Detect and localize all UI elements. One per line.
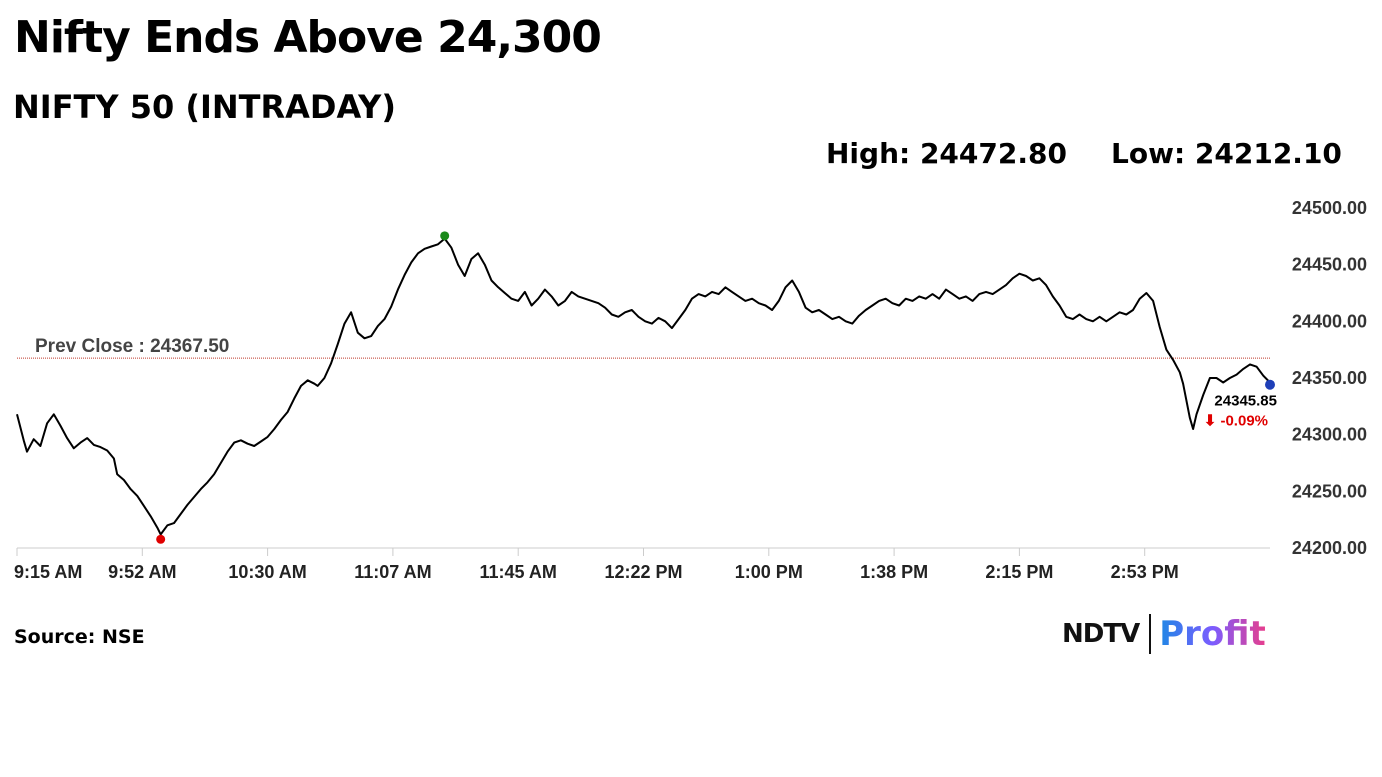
x-tick-label: 11:07 AM [354, 562, 431, 582]
day-low: Low: 24212.10 [1111, 137, 1342, 170]
ndtv-profit-logo: NDTV Profit [1062, 610, 1266, 658]
logo-profit: Profit [1159, 614, 1266, 654]
x-tick-label: 2:15 PM [985, 562, 1053, 582]
chart-subtitle: NIFTY 50 (INTRADAY) [13, 88, 396, 126]
source-note: Source: NSE [14, 626, 145, 648]
change-label: ⬇ -0.09% [1204, 413, 1268, 430]
low-point-marker [156, 534, 166, 544]
x-tick-label: 9:52 AM [108, 562, 176, 582]
x-axis: 9:15 AM 9:52 AM 10:30 AM 11:07 AM 11:45 AM 12… [14, 548, 1179, 582]
last-value-label: 24345.85 [1214, 393, 1277, 410]
y-tick-label: 24400.00 [1292, 311, 1367, 331]
high-point-marker [440, 231, 450, 241]
x-tick-label: 9:15 AM [14, 562, 82, 582]
y-tick-label: 24450.00 [1292, 255, 1367, 275]
x-tick-label: 11:45 AM [480, 562, 557, 582]
logo-ndtv: NDTV [1062, 619, 1140, 649]
y-tick-label: 24500.00 [1292, 198, 1367, 218]
last-point-marker [1265, 379, 1275, 390]
y-tick-label: 24300.00 [1292, 425, 1367, 445]
y-tick-label: 24350.00 [1292, 368, 1367, 388]
day-high: High: 24472.80 [826, 137, 1067, 170]
y-tick-label: 24200.00 [1292, 538, 1367, 558]
x-tick-label: 2:53 PM [1111, 562, 1179, 582]
x-tick-label: 1:38 PM [860, 562, 928, 582]
x-tick-label: 10:30 AM [228, 562, 306, 582]
nifty-series-line [16, 237, 1271, 536]
chart-title: Nifty Ends Above 24,300 [14, 12, 602, 63]
x-tick-label: 12:22 PM [604, 562, 682, 582]
x-tick-label: 1:00 PM [735, 562, 803, 582]
prev-close-label: Prev Close : 24367.50 [35, 336, 229, 357]
logo-divider [1149, 614, 1152, 654]
y-tick-label: 24250.00 [1292, 481, 1367, 501]
y-axis: 24200.00 24250.00 24300.00 24350.00 24400.00… [1292, 198, 1367, 558]
